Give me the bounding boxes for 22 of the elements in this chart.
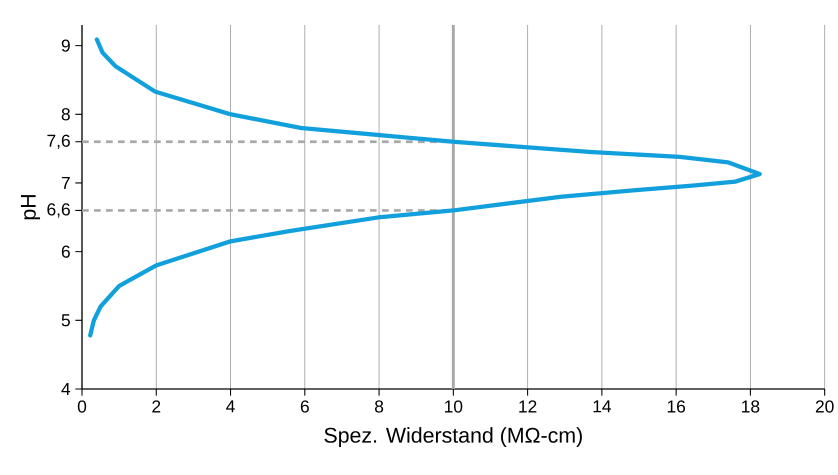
x-tick-label: 16 — [668, 400, 686, 413]
x-tick-label: 10 — [445, 400, 462, 413]
y-tick-label: 7,6 — [47, 134, 70, 149]
y-tick-label: 8 — [62, 108, 70, 120]
y-tick-label: 6,6 — [47, 203, 70, 218]
y-tick-label: 6 — [62, 246, 70, 258]
x-tick-label: 8 — [375, 400, 384, 413]
x-tick-label: 2 — [152, 400, 160, 412]
y-tick-label: 9 — [62, 39, 70, 52]
y-axis-title: pH — [20, 195, 40, 220]
x-tick-label: 20 — [816, 400, 834, 413]
x-axis-title: Spez. Widerstand (MΩ-cm) — [324, 427, 582, 448]
line-series — [88, 37, 762, 338]
x-tick-label: 4 — [226, 400, 235, 412]
x-tick-label: 0 — [78, 400, 86, 413]
y-tick-label: 4 — [61, 383, 70, 395]
x-tick-label: 14 — [594, 400, 612, 412]
y-tick-label: 5 — [62, 314, 70, 326]
x-tick-label: 6 — [300, 400, 309, 413]
y-tick-label: 7 — [62, 177, 70, 189]
x-tick-label: 18 — [742, 400, 760, 413]
x-tick-label: 12 — [519, 400, 536, 412]
